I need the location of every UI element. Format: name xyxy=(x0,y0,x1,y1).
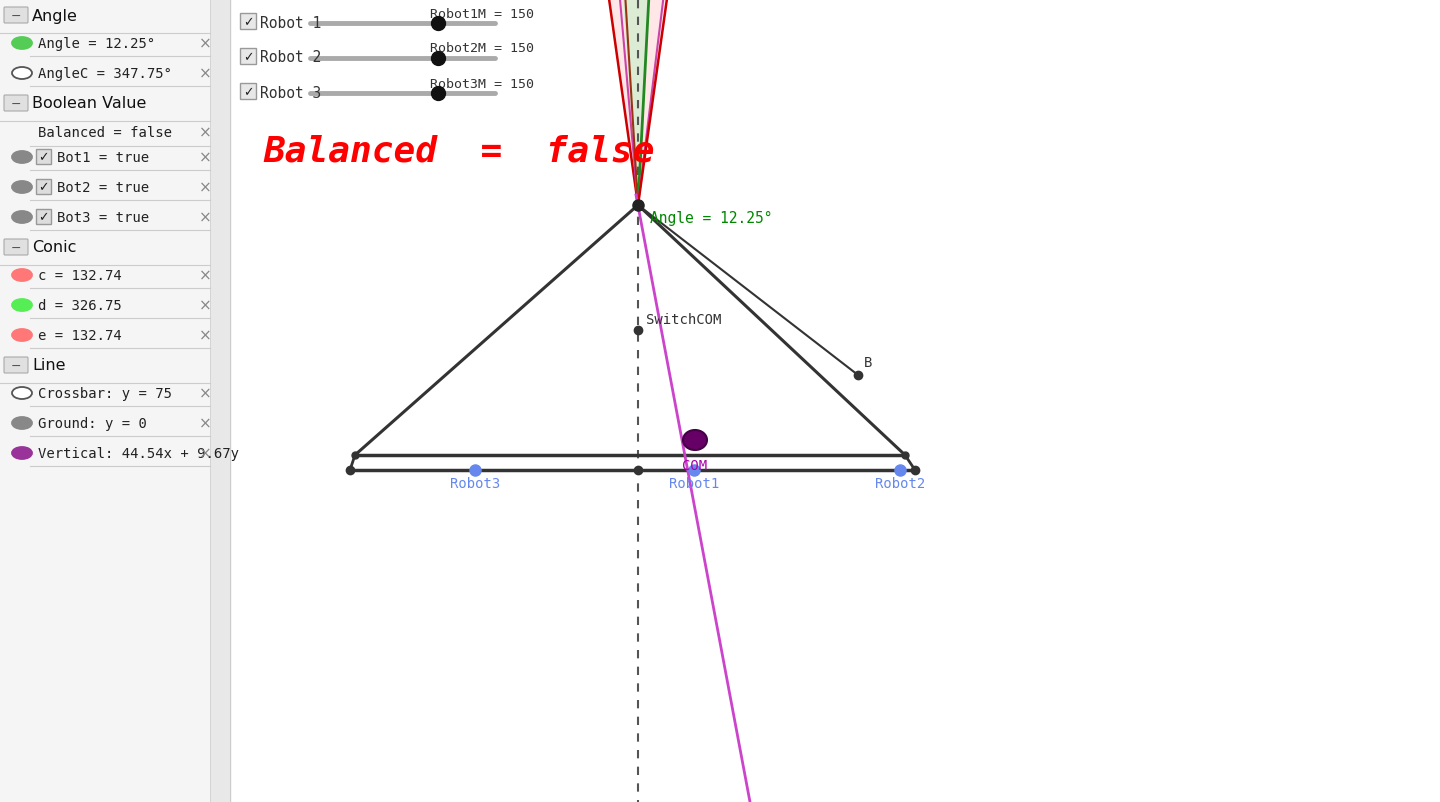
Text: −: − xyxy=(10,98,22,111)
Text: ×: × xyxy=(199,387,212,402)
Bar xyxy=(0,0,230,802)
Ellipse shape xyxy=(12,329,32,341)
FancyBboxPatch shape xyxy=(36,179,50,194)
Text: ✓: ✓ xyxy=(37,181,49,195)
Text: Boolean Value: Boolean Value xyxy=(32,96,147,111)
FancyBboxPatch shape xyxy=(4,7,27,23)
Text: COM: COM xyxy=(683,459,707,473)
Text: ✓: ✓ xyxy=(243,51,253,64)
Ellipse shape xyxy=(12,211,32,223)
Ellipse shape xyxy=(12,269,32,281)
Text: Robot3: Robot3 xyxy=(449,477,500,491)
Text: ×: × xyxy=(199,269,212,283)
Text: ×: × xyxy=(199,210,212,225)
Ellipse shape xyxy=(12,387,32,399)
Text: e = 132.74: e = 132.74 xyxy=(37,329,122,343)
Text: Robot2M = 150: Robot2M = 150 xyxy=(431,43,534,55)
Text: AngleC = 347.75°: AngleC = 347.75° xyxy=(37,67,171,81)
FancyBboxPatch shape xyxy=(4,95,27,111)
Text: ×: × xyxy=(199,180,212,196)
FancyBboxPatch shape xyxy=(36,149,50,164)
Text: Ground: y = 0: Ground: y = 0 xyxy=(37,417,147,431)
Text: Robot 2: Robot 2 xyxy=(261,51,321,66)
Text: −: − xyxy=(10,359,22,372)
Text: −: − xyxy=(10,241,22,254)
Text: ×: × xyxy=(199,125,212,140)
Ellipse shape xyxy=(12,447,32,459)
Text: Angle = 12.25°: Angle = 12.25° xyxy=(649,211,772,226)
Text: ✓: ✓ xyxy=(243,87,253,99)
Ellipse shape xyxy=(683,430,707,450)
Text: ×: × xyxy=(199,67,212,82)
Text: SwitchCOM: SwitchCOM xyxy=(647,313,721,327)
Text: Robot1M = 150: Robot1M = 150 xyxy=(431,7,534,21)
FancyBboxPatch shape xyxy=(4,357,27,373)
Ellipse shape xyxy=(12,417,32,429)
Text: ×: × xyxy=(199,37,212,51)
Bar xyxy=(210,0,230,802)
Ellipse shape xyxy=(12,181,32,193)
Text: Line: Line xyxy=(32,358,65,374)
Text: ×: × xyxy=(199,329,212,343)
Text: Conic: Conic xyxy=(32,241,76,256)
Text: Robot2: Robot2 xyxy=(876,477,924,491)
Text: d = 326.75: d = 326.75 xyxy=(37,299,122,313)
Ellipse shape xyxy=(12,67,32,79)
FancyBboxPatch shape xyxy=(240,83,256,99)
FancyBboxPatch shape xyxy=(240,13,256,29)
Text: Crossbar: y = 75: Crossbar: y = 75 xyxy=(37,387,171,401)
Text: Bot2 = true: Bot2 = true xyxy=(58,181,150,195)
Text: ✓: ✓ xyxy=(37,212,49,225)
FancyBboxPatch shape xyxy=(240,48,256,64)
Text: B: B xyxy=(864,356,873,370)
Ellipse shape xyxy=(12,299,32,311)
Text: ×: × xyxy=(199,416,212,431)
Ellipse shape xyxy=(12,151,32,163)
Text: Bot3 = true: Bot3 = true xyxy=(58,211,150,225)
Text: Robot 3: Robot 3 xyxy=(261,86,321,100)
Text: Balanced = false: Balanced = false xyxy=(37,126,171,140)
Text: Vertical: 44.54x + 9.67y: Vertical: 44.54x + 9.67y xyxy=(37,447,239,461)
Text: ✓: ✓ xyxy=(37,152,49,164)
FancyBboxPatch shape xyxy=(4,239,27,255)
Polygon shape xyxy=(547,0,729,205)
Text: Angle = 12.25°: Angle = 12.25° xyxy=(37,37,156,51)
Text: Robot 1: Robot 1 xyxy=(261,15,321,30)
Text: −: − xyxy=(10,10,22,22)
Polygon shape xyxy=(593,0,672,205)
Text: Angle: Angle xyxy=(32,9,78,23)
Text: Robot1: Robot1 xyxy=(668,477,719,491)
Ellipse shape xyxy=(12,37,32,49)
Text: ×: × xyxy=(199,151,212,165)
FancyBboxPatch shape xyxy=(36,209,50,224)
Text: c = 132.74: c = 132.74 xyxy=(37,269,122,283)
Text: ×: × xyxy=(199,447,212,461)
Text: Bot1 = true: Bot1 = true xyxy=(58,151,150,165)
Text: Balanced  =  false: Balanced = false xyxy=(264,135,655,169)
Text: Robot3M = 150: Robot3M = 150 xyxy=(431,78,534,91)
Text: ✓: ✓ xyxy=(243,17,253,30)
Text: ×: × xyxy=(199,298,212,314)
